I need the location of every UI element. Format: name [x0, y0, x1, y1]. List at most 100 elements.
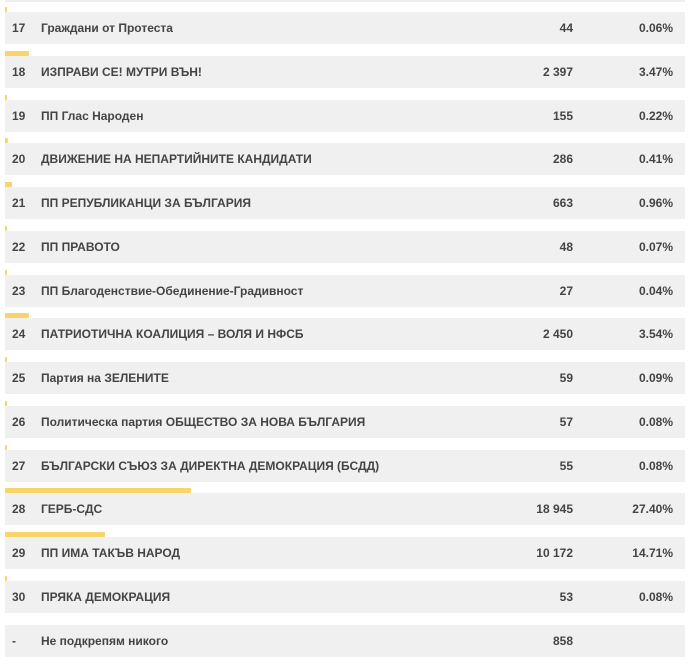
vote-percent: 0.08% — [638, 458, 673, 473]
vote-percent: 0.08% — [638, 414, 673, 429]
result-row-24: 24 ПАТРИОТИЧНА КОАЛИЦИЯ – ВОЛЯ И НФСБ 2 … — [5, 313, 685, 357]
vote-count: 57 — [559, 414, 573, 429]
share-bar — [5, 400, 7, 406]
party-number: 24 — [12, 327, 26, 342]
party-number: 19 — [12, 108, 26, 123]
vote-count: 55 — [559, 458, 573, 473]
party-name: ПП ПРАВОТО — [41, 239, 120, 254]
result-row-29: 29 ПП ИМА ТАКЪВ НАРОД 10 172 14.71% — [5, 532, 685, 576]
result-row-23: 23 ПП Благоденствие-Обединение-Градивнос… — [5, 269, 685, 314]
vote-percent: 3.54% — [638, 327, 673, 342]
vote-percent: 0.06% — [638, 21, 673, 35]
result-row-19: 19 ПП Глас Народен 155 0.22% — [5, 94, 685, 139]
share-bar — [5, 444, 7, 450]
vote-count: 59 — [559, 371, 573, 385]
party-number: 30 — [12, 589, 26, 604]
vote-percent: 0.07% — [638, 239, 673, 254]
share-bar — [5, 532, 106, 537]
party-number: 27 — [12, 458, 26, 473]
share-bar — [5, 7, 7, 12]
vote-count: 858 — [552, 633, 573, 648]
vote-percent: 0.08% — [638, 589, 673, 604]
party-name: Не подкрепям никого — [41, 633, 169, 648]
vote-count: 27 — [559, 283, 573, 298]
share-bar — [5, 182, 12, 187]
row-box: 28 ГЕРБ-СДС 18 945 27.40% — [5, 493, 685, 526]
share-bar — [5, 50, 29, 56]
row-box: 17 Граждани от Протеста 44 0.06% — [5, 12, 685, 44]
row-box: 23 ПП Благоденствие-Обединение-Градивнос… — [5, 274, 685, 307]
result-row-21: 21 ПП РЕПУБЛИКАНЦИ ЗА БЪЛГАРИЯ 663 0.96% — [5, 182, 685, 226]
result-row-25: 25 Партия на ЗЕЛЕНИТЕ 59 0.09% — [5, 357, 685, 401]
party-number: 21 — [12, 196, 26, 210]
vote-percent: 27.40% — [632, 502, 673, 517]
party-name: ДВИЖЕНИЕ НА НЕПАРТИЙНИТЕ КАНДИДАТИ — [41, 152, 312, 167]
share-bar — [5, 225, 7, 231]
party-name: Граждани от Протеста — [41, 21, 173, 35]
vote-count: 10 172 — [536, 546, 573, 560]
party-name: ПП Благоденствие-Обединение-Градивност — [41, 283, 304, 298]
results-list: 17 Граждани от Протеста 44 0.06% 18 ИЗПР… — [5, 7, 685, 663]
party-number: 22 — [12, 239, 26, 254]
vote-count: 48 — [559, 239, 573, 254]
party-name: ПП РЕПУБЛИКАНЦИ ЗА БЪЛГАРИЯ — [41, 196, 251, 210]
row-box: 29 ПП ИМА ТАКЪВ НАРОД 10 172 14.71% — [5, 537, 685, 569]
result-row-28: 28 ГЕРБ-СДС 18 945 27.40% — [5, 488, 685, 532]
vote-count: 663 — [552, 196, 573, 210]
result-row-none: - Не подкрепям никого 858 — [5, 620, 685, 664]
vote-count: 155 — [552, 108, 573, 123]
party-number: 23 — [12, 283, 26, 298]
party-number: 20 — [12, 152, 26, 167]
result-row-17: 17 Граждани от Протеста 44 0.06% — [5, 7, 685, 51]
row-box: 21 ПП РЕПУБЛИКАНЦИ ЗА БЪЛГАРИЯ 663 0.96% — [5, 187, 685, 219]
party-name: ПП Глас Народен — [41, 108, 144, 123]
vote-percent: 0.96% — [638, 196, 673, 210]
party-number: - — [12, 633, 16, 648]
party-name: ПРЯКА ДЕМОКРАЦИЯ — [41, 589, 171, 604]
party-number: 26 — [12, 414, 26, 429]
result-row-22: 22 ПП ПРАВОТО 48 0.07% — [5, 225, 685, 270]
row-box: 18 ИЗПРАВИ СЕ! МУТРИ ВЪН! 2 397 3.47% — [5, 55, 685, 88]
vote-count: 44 — [559, 21, 573, 35]
party-name: Политическа партия ОБЩЕСТВО ЗА НОВА БЪЛГ… — [41, 414, 366, 429]
share-bar — [5, 575, 7, 581]
party-name: ГЕРБ-СДС — [41, 502, 103, 517]
share-bar — [5, 269, 7, 275]
result-row-20: 20 ДВИЖЕНИЕ НА НЕПАРТИЙНИТЕ КАНДИДАТИ 28… — [5, 138, 685, 182]
party-number: 25 — [12, 371, 26, 385]
row-box: 30 ПРЯКА ДЕМОКРАЦИЯ 53 0.08% — [5, 580, 685, 613]
vote-percent: 0.04% — [638, 283, 673, 298]
row-box: 25 Партия на ЗЕЛЕНИТЕ 59 0.09% — [5, 362, 685, 394]
row-box: - Не подкрепям никого 858 — [5, 624, 685, 657]
previous-row-edge — [5, 0, 685, 2]
share-bar — [5, 313, 30, 319]
share-bar — [5, 94, 7, 100]
vote-count: 286 — [552, 152, 573, 167]
party-number: 18 — [12, 64, 26, 79]
row-box: 22 ПП ПРАВОТО 48 0.07% — [5, 230, 685, 263]
share-bar — [5, 488, 192, 494]
vote-count: 2 397 — [542, 64, 573, 79]
row-box: 24 ПАТРИОТИЧНА КОАЛИЦИЯ – ВОЛЯ И НФСБ 2 … — [5, 318, 685, 351]
share-bar — [5, 357, 7, 362]
result-row-26: 26 Политическа партия ОБЩЕСТВО ЗА НОВА Б… — [5, 400, 685, 445]
vote-count: 53 — [559, 589, 573, 604]
share-bar — [5, 138, 8, 144]
party-name: ПП ИМА ТАКЪВ НАРОД — [41, 546, 181, 560]
party-number: 17 — [12, 21, 26, 35]
vote-percent: 14.71% — [632, 546, 673, 560]
result-row-18: 18 ИЗПРАВИ СЕ! МУТРИ ВЪН! 2 397 3.47% — [5, 50, 685, 95]
row-box: 26 Политическа партия ОБЩЕСТВО ЗА НОВА Б… — [5, 405, 685, 438]
party-number: 28 — [12, 502, 26, 517]
result-row-30: 30 ПРЯКА ДЕМОКРАЦИЯ 53 0.08% — [5, 575, 685, 620]
vote-count: 2 450 — [542, 327, 573, 342]
vote-percent: 3.47% — [638, 64, 673, 79]
party-name: Партия на ЗЕЛЕНИТЕ — [41, 371, 169, 385]
vote-percent: 0.22% — [638, 108, 673, 123]
vote-count: 18 945 — [536, 502, 573, 517]
result-row-27: 27 БЪЛГАРСКИ СЪЮЗ ЗА ДИРЕКТНА ДЕМОКРАЦИЯ… — [5, 444, 685, 489]
party-name: ИЗПРАВИ СЕ! МУТРИ ВЪН! — [41, 64, 202, 79]
row-box: 20 ДВИЖЕНИЕ НА НЕПАРТИЙНИТЕ КАНДИДАТИ 28… — [5, 143, 685, 176]
vote-percent: 0.41% — [638, 152, 673, 167]
party-name: БЪЛГАРСКИ СЪЮЗ ЗА ДИРЕКТНА ДЕМОКРАЦИЯ (Б… — [41, 458, 380, 473]
